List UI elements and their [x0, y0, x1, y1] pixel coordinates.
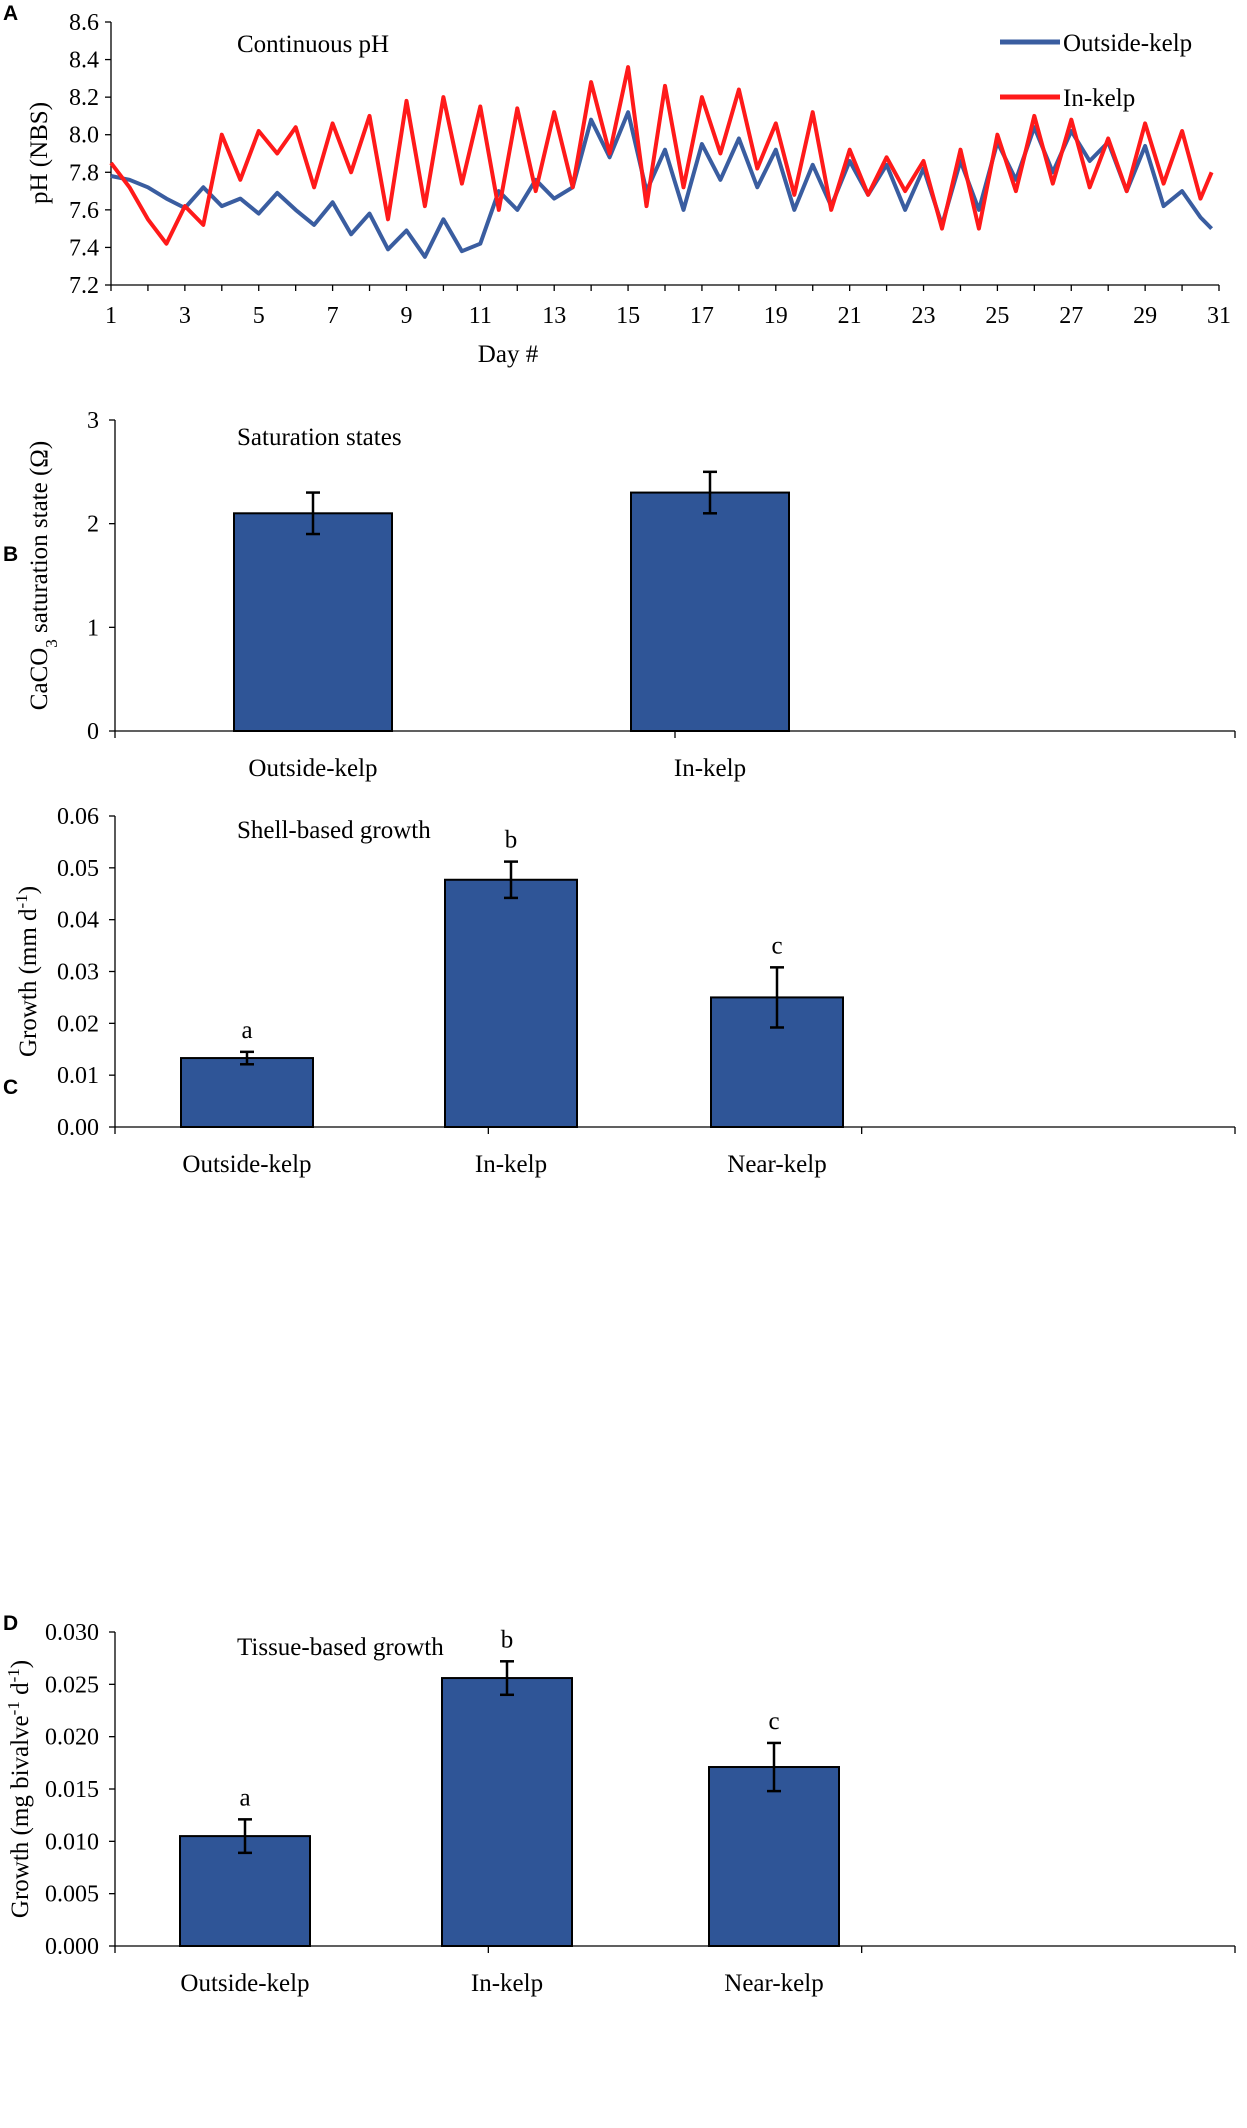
- y-axis-title-c-part: Growth (mm d: [15, 908, 42, 1057]
- panel-label-c: C: [3, 1076, 18, 1099]
- x-tick-label-a: 7: [327, 303, 339, 329]
- x-tick-label-a: 29: [1133, 303, 1157, 329]
- y-tick-label-a: 8.2: [69, 85, 99, 111]
- y-axis-title-d-part: -1: [4, 1701, 23, 1715]
- significance-letter-c: c: [771, 932, 782, 959]
- bar-b-1: [630, 491, 790, 733]
- x-axis-title-a: Day #: [478, 341, 539, 368]
- y-tick-label-a: 8.4: [69, 48, 99, 74]
- shell-growth-bar-chart: 0.00 0.01 0.02 0.03 0.04 0.05 0.06 a Outside-kel…: [12, 804, 1236, 1178]
- legend-label-in-kelp: In-kelp: [1063, 85, 1135, 112]
- y-tick-label-a: 8.0: [69, 123, 99, 149]
- y-tick-label-d: 0.010: [45, 1829, 99, 1855]
- category-label-d: In-kelp: [471, 1970, 543, 1997]
- significance-letter-c: b: [505, 827, 518, 854]
- chart-title-b: Saturation states: [237, 424, 402, 451]
- category-label-c: In-kelp: [475, 1151, 547, 1178]
- x-tick-label-a: 13: [542, 303, 566, 329]
- y-axis-title-d-part: ): [7, 1660, 34, 1668]
- category-label-d: Outside-kelp: [180, 1970, 309, 1997]
- y-axis-title-d: Growth (mg bivalve-1 d-1): [4, 1660, 35, 1918]
- significance-letter-c: a: [241, 1017, 252, 1044]
- panel-label-b: B: [3, 543, 18, 566]
- bar-b-0: [233, 512, 393, 732]
- y-tick-label-a: 8.6: [69, 10, 99, 36]
- y-tick-label-c: 0.02: [57, 1011, 99, 1037]
- y-tick-label-b: 3: [87, 408, 99, 434]
- category-label-b: Outside-kelp: [248, 755, 377, 782]
- y-axis-title-d-part: -1: [4, 1668, 23, 1682]
- y-tick-label-a: 7.2: [69, 273, 99, 299]
- y-axis-title-c: Growth (mm d-1): [12, 886, 43, 1057]
- y-tick-label-d: 0.005: [45, 1882, 99, 1908]
- y-tick-label-b: 2: [87, 512, 99, 538]
- y-tick-label-a: 7.8: [69, 160, 99, 186]
- category-label-d: Near-kelp: [724, 1970, 823, 1997]
- x-tick-label-a: 3: [179, 303, 191, 329]
- category-label-b: In-kelp: [674, 755, 746, 782]
- x-tick-label-a: 23: [912, 303, 936, 329]
- y-tick-label-c: 0.05: [57, 856, 99, 882]
- x-tick-label-a: 21: [838, 303, 862, 329]
- x-tick-label-a: 1: [105, 303, 117, 329]
- y-axis-title-a-part: pH (NBS): [26, 102, 53, 204]
- y-axis-title-b-part: 3: [42, 639, 61, 648]
- x-tick-label-a: 15: [616, 303, 640, 329]
- y-tick-label-c: 0.04: [57, 908, 99, 934]
- y-tick-label-c: 0.06: [57, 804, 99, 830]
- y-tick-label-d: 0.030: [45, 1620, 99, 1646]
- y-tick-label-d: 0.020: [45, 1725, 99, 1751]
- y-axis-title-d-part: d: [7, 1682, 34, 1701]
- x-tick-label-a: 9: [400, 303, 412, 329]
- chart-title-d: Tissue-based growth: [237, 1634, 444, 1661]
- tissue-growth-bar-chart: 0.000 0.005 0.010 0.015 0.020 0.025 0.030 a Outs…: [4, 1620, 1236, 1997]
- bar-c-0: [180, 1057, 314, 1128]
- bar-d-2: [708, 1766, 840, 1948]
- y-tick-label-c: 0.01: [57, 1063, 99, 1089]
- y-tick-label-b: 1: [87, 615, 99, 641]
- x-tick-label-a: 27: [1059, 303, 1083, 329]
- y-tick-label-b: 0: [87, 719, 99, 745]
- significance-letter-d: b: [501, 1626, 514, 1653]
- chart-title-a: Continuous pH: [237, 31, 389, 58]
- y-axis-title-d-part: Growth (mg bivalve: [7, 1715, 34, 1918]
- series-line-outside-kelp: [110, 110, 1214, 259]
- y-tick-label-c: 0.03: [57, 960, 99, 986]
- bar-c-1: [444, 878, 578, 1128]
- category-label-c: Outside-kelp: [182, 1151, 311, 1178]
- y-tick-label-a: 7.4: [69, 235, 99, 261]
- x-tick-label-a: 19: [764, 303, 788, 329]
- panel-label-a: A: [3, 2, 18, 25]
- y-axis-title-b-part: saturation state (Ω): [26, 441, 53, 639]
- y-tick-label-d: 0.025: [45, 1672, 99, 1698]
- y-axis-title-a: pH (NBS): [26, 102, 53, 204]
- significance-letter-d: c: [768, 1708, 779, 1735]
- category-label-c: Near-kelp: [727, 1151, 826, 1178]
- chart-title-c: Shell-based growth: [237, 817, 431, 844]
- significance-letter-d: a: [239, 1784, 250, 1811]
- x-tick-label-a: 25: [985, 303, 1009, 329]
- x-tick-label-a: 17: [690, 303, 714, 329]
- series-line-in-kelp: [109, 65, 1214, 246]
- ph-line-chart: 7.27.47.67.88.08.28.48.61 3 5 7 9 11 13 15 17 19 2…: [26, 10, 1231, 368]
- y-tick-label-d: 0.015: [45, 1777, 99, 1803]
- y-tick-label-c: 0.00: [57, 1115, 99, 1141]
- x-tick-label-a: 11: [469, 303, 492, 329]
- y-axis-title-b: CaCO3 saturation state (Ω): [26, 441, 61, 710]
- x-tick-label-a: 5: [253, 303, 265, 329]
- y-tick-label-a: 7.6: [69, 198, 99, 224]
- y-axis-title-b-part: CaCO: [26, 648, 53, 711]
- panel-label-d: D: [3, 1612, 18, 1635]
- legend-label-outside-kelp: Outside-kelp: [1063, 30, 1192, 57]
- y-axis-title-c-part: ): [15, 886, 42, 894]
- saturation-bar-chart: 0 1 2 3 Outside-kelp In-kelp Saturation states…: [26, 408, 1236, 782]
- y-axis-title-c-part: -1: [12, 894, 31, 908]
- y-tick-label-d: 0.000: [45, 1934, 99, 1960]
- bar-d-1: [441, 1677, 573, 1947]
- x-tick-label-a: 31: [1207, 303, 1231, 329]
